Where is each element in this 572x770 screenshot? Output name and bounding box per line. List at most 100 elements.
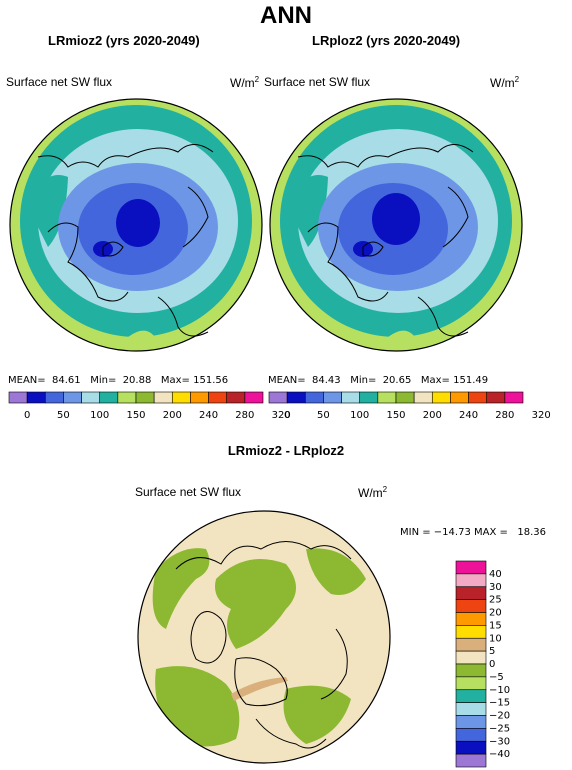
colorbar-1-tick-label: 280 (235, 410, 254, 421)
colorbar-1-swatch (208, 391, 228, 404)
colorbar-2-swatch (341, 391, 361, 404)
diff-colorbar-label: −30 (489, 736, 510, 747)
panel-2-variable: Surface net SW flux (264, 75, 371, 89)
colorbar-2-tick-label: 50 (317, 410, 330, 421)
colorbar-1-swatch (117, 391, 137, 404)
colorbar-2-swatch (395, 391, 415, 404)
diff-colorbar-label: 30 (489, 582, 502, 593)
colorbar-1-swatch (63, 391, 82, 404)
panel-1-title: LRmioz2 (yrs 2020-2049) (48, 33, 200, 48)
colorbar-1-tick-label: 50 (57, 410, 70, 421)
map-1-deep-blue-core (116, 199, 160, 247)
diff-colorbar-swatch (455, 728, 487, 742)
diff-colorbar-swatch (455, 599, 487, 613)
map-2-deep-blue-core (372, 193, 420, 245)
colorbar-1-tick-label: 100 (90, 410, 109, 421)
colorbar-1-swatch (26, 391, 46, 404)
colorbar-1-tick-label: 150 (126, 410, 145, 421)
map-1-teal-land-patch (28, 175, 68, 247)
diff-colorbar-swatch (455, 637, 487, 652)
colorbar-2-tick-label: 100 (350, 410, 369, 421)
diff-green-patch-center (215, 559, 296, 649)
panel-1-variable: Surface net SW flux (6, 75, 113, 89)
diff-green-patch-ne (306, 548, 366, 595)
panel-1-stats: MEAN= 84.61 Min= 20.88 Max= 151.56 (8, 375, 229, 386)
diff-colorbar-label: 0 (489, 659, 495, 670)
colorbar-2-swatch (413, 391, 433, 404)
colorbar-2-swatch (486, 391, 506, 404)
colorbar-2-swatch (268, 391, 288, 404)
map-2-coastline (297, 144, 474, 337)
diff-colorbar-swatch (455, 715, 487, 729)
diff-colorbar-swatch (455, 740, 487, 755)
map-panel-2 (269, 98, 523, 352)
panel-1-units: W/m2 (230, 75, 260, 90)
colorbar-2-tick-label: 200 (423, 410, 442, 421)
diff-colorbar-swatch (455, 753, 487, 768)
diff-stats: MIN = −14.73 MAX = 18.36 (400, 527, 547, 538)
map-1-green-patch (126, 330, 158, 351)
diff-colorbar-label: 5 (489, 646, 495, 657)
colorbar-2-swatch (468, 391, 488, 404)
colorbar-1: 0 50 100 150 200 240 280 320 (8, 391, 291, 421)
colorbar-2-tick-label: 280 (495, 410, 514, 421)
diff-units: W/m2 (358, 485, 388, 500)
diff-colorbar-swatch (455, 573, 487, 588)
diff-green-patch-nw (152, 548, 210, 629)
colorbar-1-swatch (81, 391, 101, 404)
colorbar-2-swatch (504, 391, 524, 404)
panel-2-units: W/m2 (490, 75, 520, 90)
colorbar-1-tick-label: 200 (163, 410, 182, 421)
diff-colorbar-label: −15 (489, 698, 510, 709)
colorbar-1-swatch (99, 391, 119, 404)
diff-coastline (175, 541, 352, 749)
map-1-coastline (37, 144, 214, 337)
diff-tan-streak (231, 677, 288, 701)
diff-colorbar-label: −25 (489, 723, 510, 734)
diff-colorbar-swatch (455, 676, 487, 691)
colorbar-2-tick-label: 0 (284, 410, 290, 421)
colorbar-1-tick-label: 320 (272, 410, 291, 421)
diff-colorbar-swatch (455, 560, 487, 575)
diff-colorbar-swatch (455, 625, 487, 639)
colorbar-2-swatch (359, 391, 379, 404)
diff-title: LRmioz2 - LRploz2 (227, 443, 345, 458)
diff-colorbar-label: −5 (489, 672, 504, 683)
diff-colorbar-label: 25 (489, 595, 502, 606)
diff-colorbar-swatch (455, 612, 487, 626)
colorbar-1-swatch (153, 391, 173, 404)
diff-colorbar-label: 10 (489, 633, 502, 644)
diff-colorbar-swatch (455, 663, 487, 678)
colorbar-1-swatch (135, 391, 155, 404)
colorbar-1-swatch (190, 391, 209, 404)
diff-colorbar-swatch (455, 586, 487, 600)
diff-colorbar-swatch (455, 702, 487, 716)
diff-green-patch-sw (155, 666, 240, 747)
colorbar-2-swatch (431, 391, 451, 404)
colorbar-1-swatch (171, 391, 191, 404)
colorbar-2: 0 50 100 150 200 240 280 320 (268, 391, 551, 421)
colorbar-2-tick-label: 320 (532, 410, 551, 421)
colorbar-1-swatch (244, 391, 264, 404)
figure-title: ANN (260, 2, 312, 29)
colorbar-2-swatch (323, 391, 342, 404)
diff-green-patch-se (283, 685, 351, 744)
diff-colorbar-label: 40 (489, 569, 502, 580)
colorbar-2-tick-label: 150 (386, 410, 405, 421)
diff-variable: Surface net SW flux (135, 485, 242, 499)
colorbar-1-tick-label: 240 (199, 410, 218, 421)
map-2-green-patch (386, 330, 418, 351)
colorbar-2-swatch (377, 391, 397, 404)
diff-colorbar-swatch (455, 689, 487, 703)
colorbar-1-swatch (8, 391, 28, 404)
colorbar-1-swatch (226, 391, 246, 404)
diff-colorbar-swatch (455, 650, 487, 665)
diff-colorbar-label: −40 (489, 749, 510, 760)
colorbar-1-swatch (44, 391, 64, 404)
colorbar-2-swatch (304, 391, 324, 404)
colorbar-2-swatch (286, 391, 306, 404)
diff-colorbar-label: 15 (489, 620, 502, 631)
diff-colorbar-label: 20 (489, 608, 502, 619)
colorbar-2-swatch (450, 391, 469, 404)
